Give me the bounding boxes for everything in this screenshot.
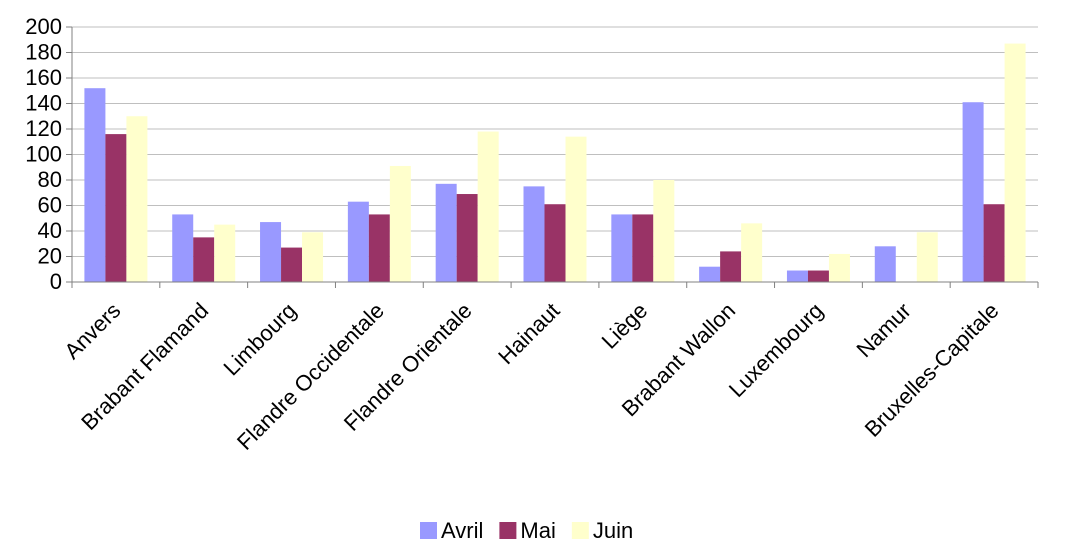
legend-swatch-mai — [499, 522, 517, 539]
bar-mai-2 — [281, 247, 303, 282]
x-tick-label: Limbourg — [219, 298, 302, 381]
bar-juin-2 — [302, 232, 324, 282]
bar-avril-0 — [84, 88, 106, 282]
bar-avril-7 — [699, 266, 721, 282]
legend-swatch-avril — [420, 522, 437, 539]
legend-swatch-juin — [571, 522, 589, 539]
legend: Avril Mai Juin — [420, 518, 633, 543]
y-tick-label: 200 — [25, 14, 62, 39]
bar-mai-7 — [720, 251, 742, 282]
x-tick-label: Liège — [597, 298, 653, 354]
y-tick-label: 160 — [25, 65, 62, 90]
x-tick-label: Namur — [851, 298, 915, 362]
bar-mai-10 — [983, 204, 1005, 282]
bar-avril-2 — [260, 222, 282, 282]
legend-label-mai: Mai — [520, 518, 555, 543]
bar-avril-4 — [435, 183, 457, 282]
bar-avril-5 — [523, 186, 545, 282]
y-tick-label: 0 — [50, 269, 62, 294]
bar-avril-8 — [786, 270, 808, 282]
x-tick-label: Luxembourg — [724, 298, 828, 402]
bar-avril-6 — [611, 214, 633, 282]
bar-juin-7 — [741, 223, 763, 282]
bar-mai-4 — [456, 194, 478, 282]
y-tick-label: 180 — [25, 40, 62, 65]
y-tick-label: 20 — [38, 244, 62, 269]
bar-mai-6 — [632, 214, 654, 282]
bar-avril-1 — [172, 214, 194, 282]
y-tick-label: 80 — [38, 167, 62, 192]
axes — [66, 26, 1039, 288]
bar-juin-3 — [389, 165, 411, 282]
bar-mai-0 — [105, 134, 127, 282]
bar-juin-5 — [565, 136, 587, 282]
x-tick-label: Hainaut — [493, 298, 564, 369]
x-tick-label: Anvers — [59, 298, 125, 364]
bar-mai-3 — [368, 214, 390, 282]
bar-juin-8 — [828, 253, 850, 282]
y-tick-label: 40 — [38, 218, 62, 243]
y-tick-label: 120 — [25, 116, 62, 141]
bar-juin-6 — [653, 180, 675, 282]
bar-juin-4 — [477, 131, 499, 282]
bar-avril-9 — [874, 246, 896, 282]
legend-label-avril: Avril — [441, 518, 483, 543]
bar-juin-0 — [126, 116, 148, 282]
y-tick-label: 140 — [25, 91, 62, 116]
bars — [84, 43, 1026, 283]
bar-mai-8 — [807, 270, 829, 282]
bar-juin-1 — [214, 224, 236, 282]
bar-avril-10 — [962, 102, 984, 282]
x-tick-label: Flandre Occidentale — [232, 298, 389, 455]
bar-mai-5 — [544, 204, 566, 282]
y-tick-label: 100 — [25, 142, 62, 167]
bar-juin-9 — [916, 232, 938, 282]
bar-avril-3 — [347, 201, 369, 282]
bar-juin-10 — [1004, 43, 1026, 283]
y-tick-label: 60 — [38, 193, 62, 218]
legend-label-juin: Juin — [593, 518, 633, 543]
bar-mai-1 — [193, 237, 215, 282]
